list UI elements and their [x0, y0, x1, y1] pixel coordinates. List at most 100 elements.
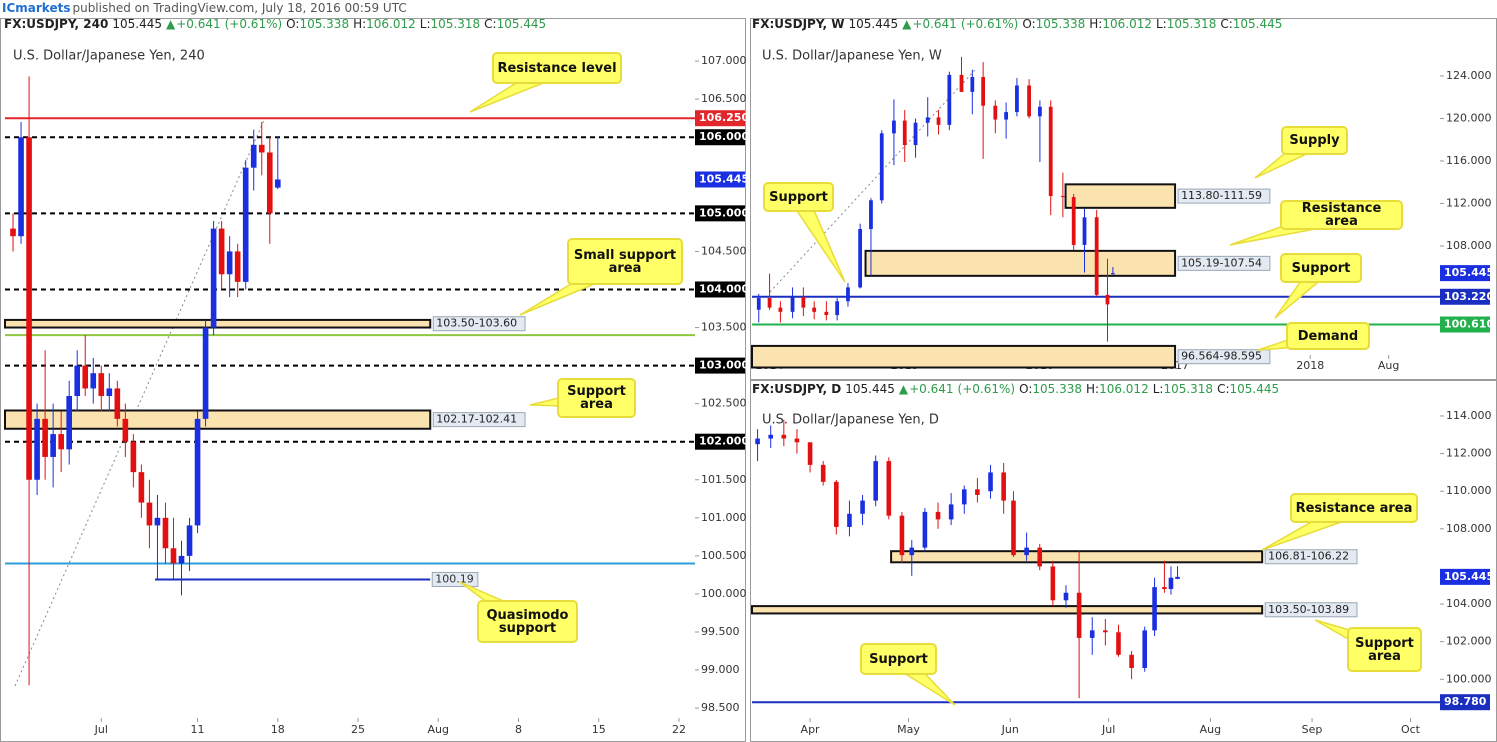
candle-body: [820, 464, 826, 482]
symbol: FX:USDJPY, D: [752, 382, 842, 396]
candle-body: [860, 500, 865, 514]
last-price-box: [1440, 568, 1490, 585]
candle-body: [767, 298, 772, 308]
level-label-box: [1440, 316, 1490, 333]
candle-body: [1152, 587, 1157, 631]
ohlc-key: L:: [1152, 382, 1164, 396]
candle-body: [274, 179, 281, 188]
candle-body: [935, 511, 941, 520]
candle-body: [790, 296, 795, 312]
candle-body: [58, 434, 64, 450]
candle-body: [948, 504, 954, 520]
ohlc-key: H:: [353, 17, 367, 31]
x-tick-label: May: [897, 723, 920, 736]
candle-body: [1071, 197, 1076, 245]
chart-title: U.S. Dollar/Japanese Yen, W: [762, 49, 942, 64]
x-tick-label: 2018: [1296, 359, 1324, 372]
level-label-box: [1440, 694, 1490, 711]
zone: [4, 409, 432, 430]
candle-body: [794, 438, 800, 443]
candle-body: [26, 137, 32, 480]
candle-body: [50, 434, 56, 457]
level-label-box: [695, 205, 745, 222]
candle-body: [1076, 592, 1082, 638]
callout: Support area: [557, 378, 636, 418]
x-tick-label: Aug: [1378, 359, 1399, 372]
ohlc-value: 105.338: [299, 17, 350, 31]
y-tick-label: 102.000: [1446, 635, 1492, 648]
ohlc-key: L:: [419, 17, 431, 31]
candle-body: [114, 388, 121, 419]
zone: [1064, 183, 1177, 209]
y-tick-label: 99.000: [701, 663, 740, 676]
candle-body: [869, 200, 873, 229]
y-tick-label: 103.500: [701, 321, 747, 334]
ohlc-key: H:: [1089, 17, 1103, 31]
chart-header: FX:USDJPY, 240 105.445 ▲+0.641 (+0.61%) O:10…: [4, 16, 550, 33]
candle-body: [756, 298, 761, 310]
y-tick-label: 104.000: [1446, 597, 1492, 610]
candle-body: [834, 481, 839, 527]
callout: Support: [763, 182, 834, 212]
zone: [4, 318, 432, 329]
chart-title: U.S. Dollar/Japanese Yen, D: [762, 413, 939, 428]
zone-label-box: [1177, 349, 1271, 365]
candle-body: [886, 461, 892, 516]
level-label: 106.000: [699, 130, 749, 143]
last-price-label: 105.445: [699, 172, 749, 185]
fib-line: [769, 69, 976, 293]
candle-body: [138, 472, 145, 503]
callout: Resistance area: [1280, 200, 1403, 230]
candle-body: [18, 137, 24, 237]
callout: Support: [1280, 253, 1362, 283]
y-tick-label: 100.000: [1446, 672, 1492, 685]
candle-body: [1048, 106, 1053, 197]
chart-header: FX:USDJPY, D 105.445 ▲+0.641 (+0.61%) O:105.…: [752, 381, 1283, 398]
candle-body: [975, 489, 980, 495]
candle-body: [210, 228, 217, 328]
level-label: 98.780: [1444, 695, 1487, 708]
candle-body: [1162, 587, 1167, 589]
x-tick-label: 25: [351, 723, 365, 736]
ohlc-key: L:: [1155, 17, 1167, 31]
candle-body: [846, 287, 850, 302]
y-tick-label: 120.000: [1446, 111, 1492, 124]
candle-body: [778, 307, 783, 312]
candle-body: [847, 513, 852, 527]
ohlc-value: 106.012: [1099, 382, 1149, 396]
candle-body: [258, 144, 265, 153]
ohlc-key: C:: [1217, 382, 1230, 396]
candle-body: [1038, 106, 1042, 117]
chart-title: U.S. Dollar/Japanese Yen, 240: [13, 49, 205, 64]
candle-body: [925, 117, 930, 123]
change: +0.641: [909, 382, 954, 396]
publish-text: published on TradingView.com, July 18, 2…: [72, 1, 407, 15]
last-price: 105.445: [848, 17, 899, 31]
level-label: 103.000: [699, 359, 749, 372]
zone: [864, 249, 1177, 277]
ohlc-key: O:: [286, 17, 300, 31]
candle-body: [1094, 217, 1099, 295]
candle-body: [824, 311, 829, 316]
y-tick-label: 101.000: [701, 511, 747, 524]
last-price: 105.445: [112, 17, 162, 31]
y-tick-label: 116.000: [1446, 154, 1492, 167]
candle-body: [178, 555, 185, 564]
callout: Supply: [1281, 126, 1348, 155]
y-tick-label: 106.500: [701, 92, 747, 105]
last-price-label: 105.445: [1444, 266, 1494, 279]
ohlc-value: 106.012: [1102, 17, 1152, 31]
last-price-box: [1440, 265, 1490, 282]
candle-body: [1024, 547, 1029, 556]
candle-body: [1129, 654, 1134, 668]
candle-body: [1116, 632, 1121, 655]
brand[interactable]: ICmarkets: [2, 1, 71, 15]
x-tick-label: 11: [191, 723, 205, 736]
candle-body: [1089, 630, 1095, 638]
candle-body: [879, 133, 884, 201]
candle-body: [1015, 85, 1019, 113]
x-tick-label: Aug: [428, 723, 449, 736]
candle-body: [1168, 577, 1174, 589]
fib-line: [14, 117, 266, 687]
